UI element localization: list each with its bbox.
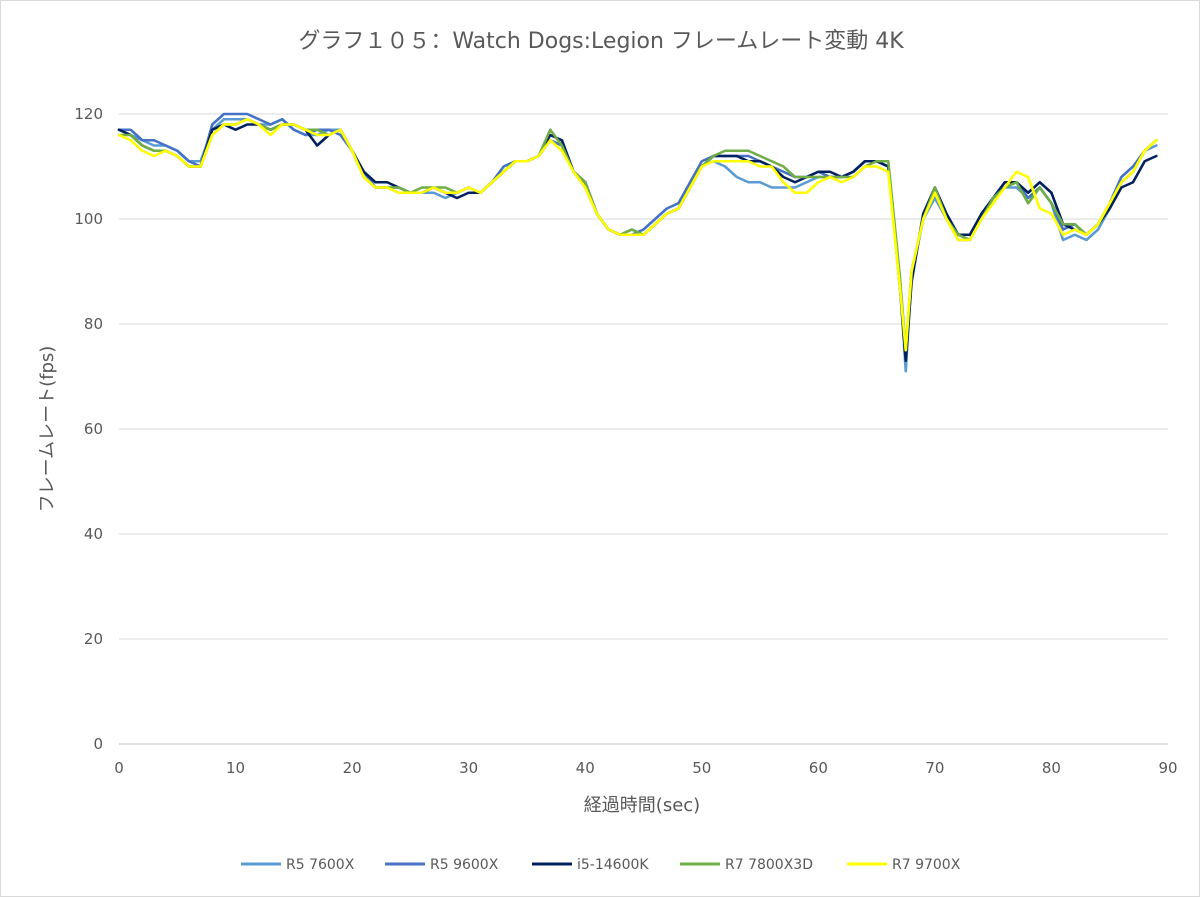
legend-label-2: i5-14600K bbox=[577, 857, 649, 873]
y-tick-label: 100 bbox=[74, 210, 103, 228]
legend-label-0: R5 7600X bbox=[286, 857, 355, 873]
y-tick-label: 40 bbox=[84, 525, 103, 543]
legend-label-4: R7 9700X bbox=[892, 857, 961, 873]
series-line-4 bbox=[117, 117, 1158, 352]
y-tick-label: 80 bbox=[84, 315, 103, 333]
series-line-2 bbox=[117, 123, 1158, 363]
series-line-0 bbox=[117, 117, 1158, 373]
x-tick-label: 0 bbox=[114, 759, 124, 777]
y-tick-label: 20 bbox=[84, 630, 103, 648]
x-tick-label: 10 bbox=[226, 759, 245, 777]
x-axis-ticks: 0 10 20 30 40 50 60 70 80 90 bbox=[114, 759, 1177, 777]
y-axis-title: フレームレート(fps) bbox=[37, 346, 58, 513]
x-tick-label: 70 bbox=[925, 759, 944, 777]
x-tick-label: 50 bbox=[692, 759, 711, 777]
y-tick-label: 0 bbox=[93, 735, 103, 753]
y-tick-label: 60 bbox=[84, 420, 103, 438]
y-axis-ticks: 0 20 40 60 80 100 120 bbox=[74, 105, 103, 753]
x-tick-label: 30 bbox=[459, 759, 478, 777]
legend-label-3: R7 7800X3D bbox=[725, 857, 813, 873]
x-tick-label: 90 bbox=[1158, 759, 1177, 777]
chart-title: グラフ１０５：Watch Dogs:Legion フレームレート変動 4K bbox=[298, 29, 904, 54]
y-tick-label: 120 bbox=[74, 105, 103, 123]
x-axis-title: 経過時間(sec) bbox=[584, 795, 700, 816]
x-tick-label: 80 bbox=[1042, 759, 1061, 777]
legend-label-1: R5 9600X bbox=[430, 857, 499, 873]
x-tick-label: 60 bbox=[809, 759, 828, 777]
gridlines bbox=[119, 113, 1168, 745]
legend: R5 7600X R5 9600X i5-14600K R7 7800X3D R7 97… bbox=[241, 857, 961, 873]
x-tick-label: 20 bbox=[343, 759, 362, 777]
series-lines bbox=[117, 112, 1158, 373]
x-tick-label: 40 bbox=[576, 759, 595, 777]
